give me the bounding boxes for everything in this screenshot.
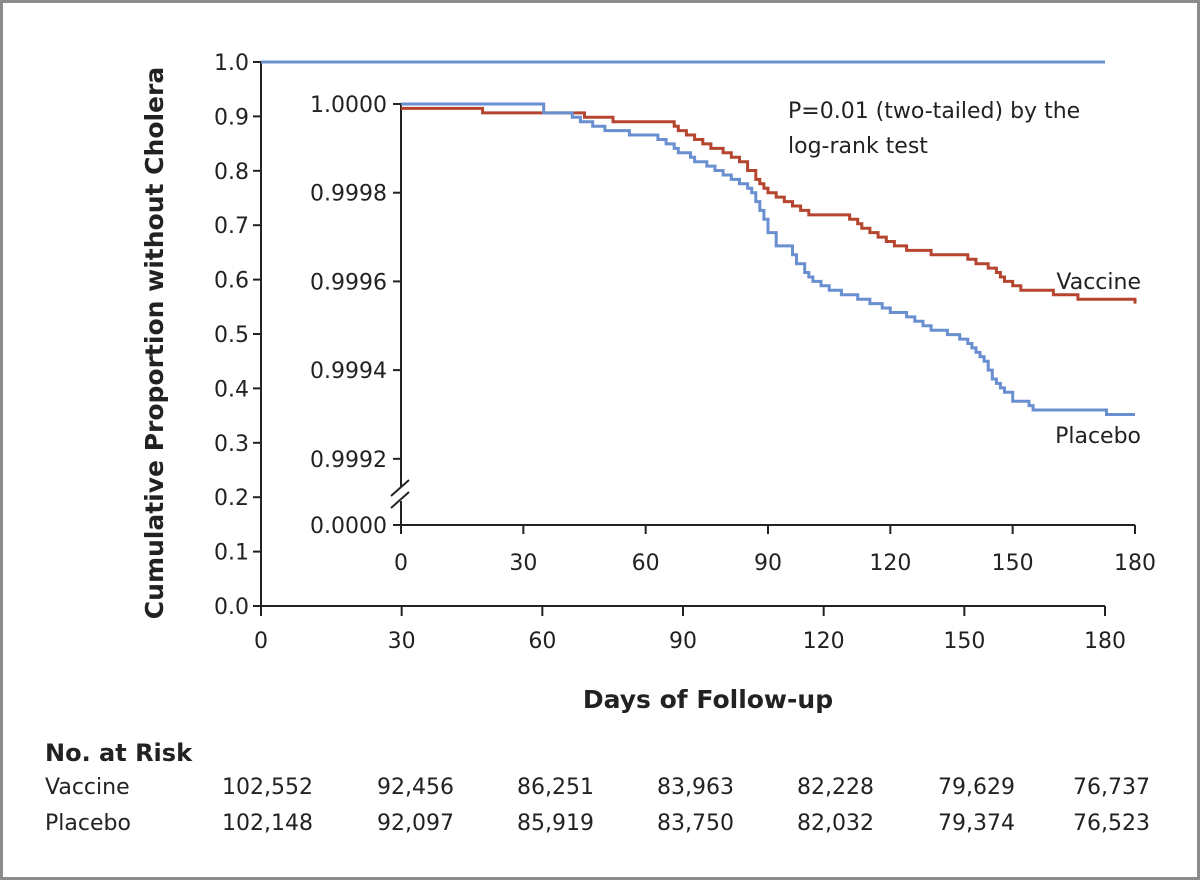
inset-x-tick-label: 120 [869,551,911,576]
y-axis-title: Cumulative Proportion without Cholera [140,67,169,619]
series-label-placebo: Placebo [1055,424,1141,449]
inset-x-tick-label: 90 [754,551,782,576]
risk-value: 76,737 [1073,775,1150,800]
risk-value: 92,456 [377,775,454,800]
risk-table-title: No. at Risk [45,739,193,767]
main-y-tick-label: 0.4 [214,377,249,402]
main-y-tick-label: 0.1 [214,541,249,566]
p-value-annotation-line2: log-rank test [788,134,928,159]
risk-row-label: Vaccine [45,775,130,800]
main-y-tick-label: 0.8 [214,160,249,185]
risk-value: 102,552 [222,775,313,800]
main-y-tick-label: 0.0 [214,595,249,620]
main-x-tick-label: 0 [254,629,268,654]
risk-value: 79,629 [938,775,1015,800]
inset-axis-break-mark [390,479,410,497]
survival-chart: 0.0 0.1 0.2 0.3 0.4 0.5 0.6 0.7 0.8 0.9 1.0 0 30 60 90… [140,51,1156,714]
main-y-tick-label: 0.9 [214,105,249,130]
main-x-tick-label: 60 [528,629,556,654]
risk-value: 92,097 [377,811,454,836]
risk-value: 79,374 [938,811,1015,836]
risk-value: 102,148 [222,811,313,836]
risk-value: 83,750 [657,811,734,836]
inset-axis-break-mark [390,491,410,509]
main-x-tick-label: 120 [803,629,845,654]
x-axis-title: Days of Follow-up [583,685,833,714]
inset-x-tick-label: 30 [509,551,537,576]
main-y-tick-label: 0.3 [214,432,249,457]
main-x-tick-label: 150 [943,629,985,654]
inset-x-tick-label: 0 [394,551,408,576]
risk-value: 82,228 [797,775,874,800]
inset-series-placebo [401,102,1135,416]
inset-y-tick-label: 0.9992 [310,448,387,473]
inset-x-tick-label: 180 [1114,551,1156,576]
risk-value: 76,523 [1073,811,1150,836]
risk-table: No. at Risk Vaccine 102,552 92,456 86,25… [45,736,1155,842]
p-value-annotation-line1: P=0.01 (two-tailed) by the [788,99,1080,124]
inset-x-tick-label: 150 [992,551,1034,576]
main-y-tick-label: 0.2 [214,486,249,511]
inset-y-break-label: 0.0000 [310,514,387,539]
main-x-tick-label: 180 [1084,629,1126,654]
main-x-tick-label: 90 [669,629,697,654]
inset-series-vaccine [401,106,1137,304]
main-y-tick-label: 1.0 [214,51,249,76]
main-y-tick-label: 0.6 [214,269,249,294]
risk-value: 83,963 [657,775,734,800]
series-label-vaccine: Vaccine [1056,270,1141,295]
main-x-tick-label: 30 [388,629,416,654]
main-y-tick-label: 0.5 [214,323,249,348]
risk-row-vaccine: Vaccine 102,552 92,456 86,251 83,963 82,… [45,770,1155,806]
risk-row-label: Placebo [45,811,131,836]
risk-row-placebo: Placebo 102,148 92,097 85,919 83,750 82,… [45,806,1155,842]
inset-y-tick-label: 0.9996 [310,270,387,295]
inset-y-tick-label: 0.9998 [310,182,387,207]
inset-y-tick-label: 0.9994 [310,359,387,384]
inset-y-tick-label: 1.0000 [310,93,387,118]
risk-value: 85,919 [517,811,594,836]
main-y-tick-label: 0.7 [214,214,249,239]
inset-x-tick-label: 60 [632,551,660,576]
risk-value: 82,032 [797,811,874,836]
risk-value: 86,251 [517,775,594,800]
